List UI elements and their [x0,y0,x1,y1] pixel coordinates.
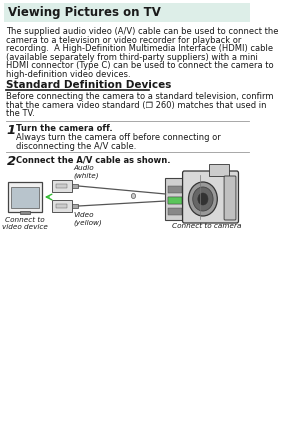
Text: Video
(yellow): Video (yellow) [73,212,102,225]
Circle shape [198,193,208,205]
Text: high-definition video devices.: high-definition video devices. [6,69,131,79]
Text: that the camera video standard (❐ 260) matches that used in: that the camera video standard (❐ 260) m… [6,101,267,110]
FancyBboxPatch shape [8,182,42,212]
Text: recording.  A High-Definition Multimedia Interface (HDMI) cable: recording. A High-Definition Multimedia … [6,44,274,53]
Text: camera to a television or video recorder for playback or: camera to a television or video recorder… [6,36,242,44]
Circle shape [188,182,217,216]
Text: Turn the camera off.: Turn the camera off. [16,124,112,132]
Text: Always turn the camera off before connecting or: Always turn the camera off before connec… [16,133,220,142]
Text: HDMI connector (Type C) can be used to connect the camera to: HDMI connector (Type C) can be used to c… [6,61,274,70]
Bar [72,204,78,208]
FancyBboxPatch shape [165,178,185,220]
Circle shape [193,187,213,211]
Bar [168,186,182,193]
Text: (available separately from third-party suppliers) with a mini: (available separately from third-party s… [6,52,258,61]
Bar [56,204,67,208]
Text: the TV.: the TV. [6,109,35,118]
Text: Standard Definition Devices: Standard Definition Devices [6,80,172,90]
Text: 2: 2 [6,155,16,168]
Text: Viewing Pictures on TV: Viewing Pictures on TV [8,6,161,19]
Bar [168,197,182,204]
Circle shape [131,193,136,198]
Bar [20,211,30,214]
Bar [168,197,182,204]
FancyBboxPatch shape [209,164,229,176]
Bar [72,184,78,188]
FancyBboxPatch shape [52,180,73,192]
Text: The supplied audio video (A/V) cable can be used to connect the: The supplied audio video (A/V) cable can… [6,27,279,36]
Bar [56,184,67,188]
FancyBboxPatch shape [183,171,238,223]
Text: Connect to
video device: Connect to video device [2,217,48,230]
Text: Connect to camera: Connect to camera [172,223,241,229]
Text: Audio
(white): Audio (white) [73,165,99,179]
Text: 1: 1 [6,124,16,137]
Text: Before connecting the camera to a standard television, confirm: Before connecting the camera to a standa… [6,92,274,101]
FancyBboxPatch shape [4,3,250,22]
FancyBboxPatch shape [52,200,73,212]
FancyBboxPatch shape [224,176,236,220]
Text: disconnecting the A/V cable.: disconnecting the A/V cable. [16,142,136,151]
Text: Connect the A/V cable as shown.: Connect the A/V cable as shown. [16,155,170,164]
Bar [168,208,182,215]
FancyBboxPatch shape [11,187,39,208]
